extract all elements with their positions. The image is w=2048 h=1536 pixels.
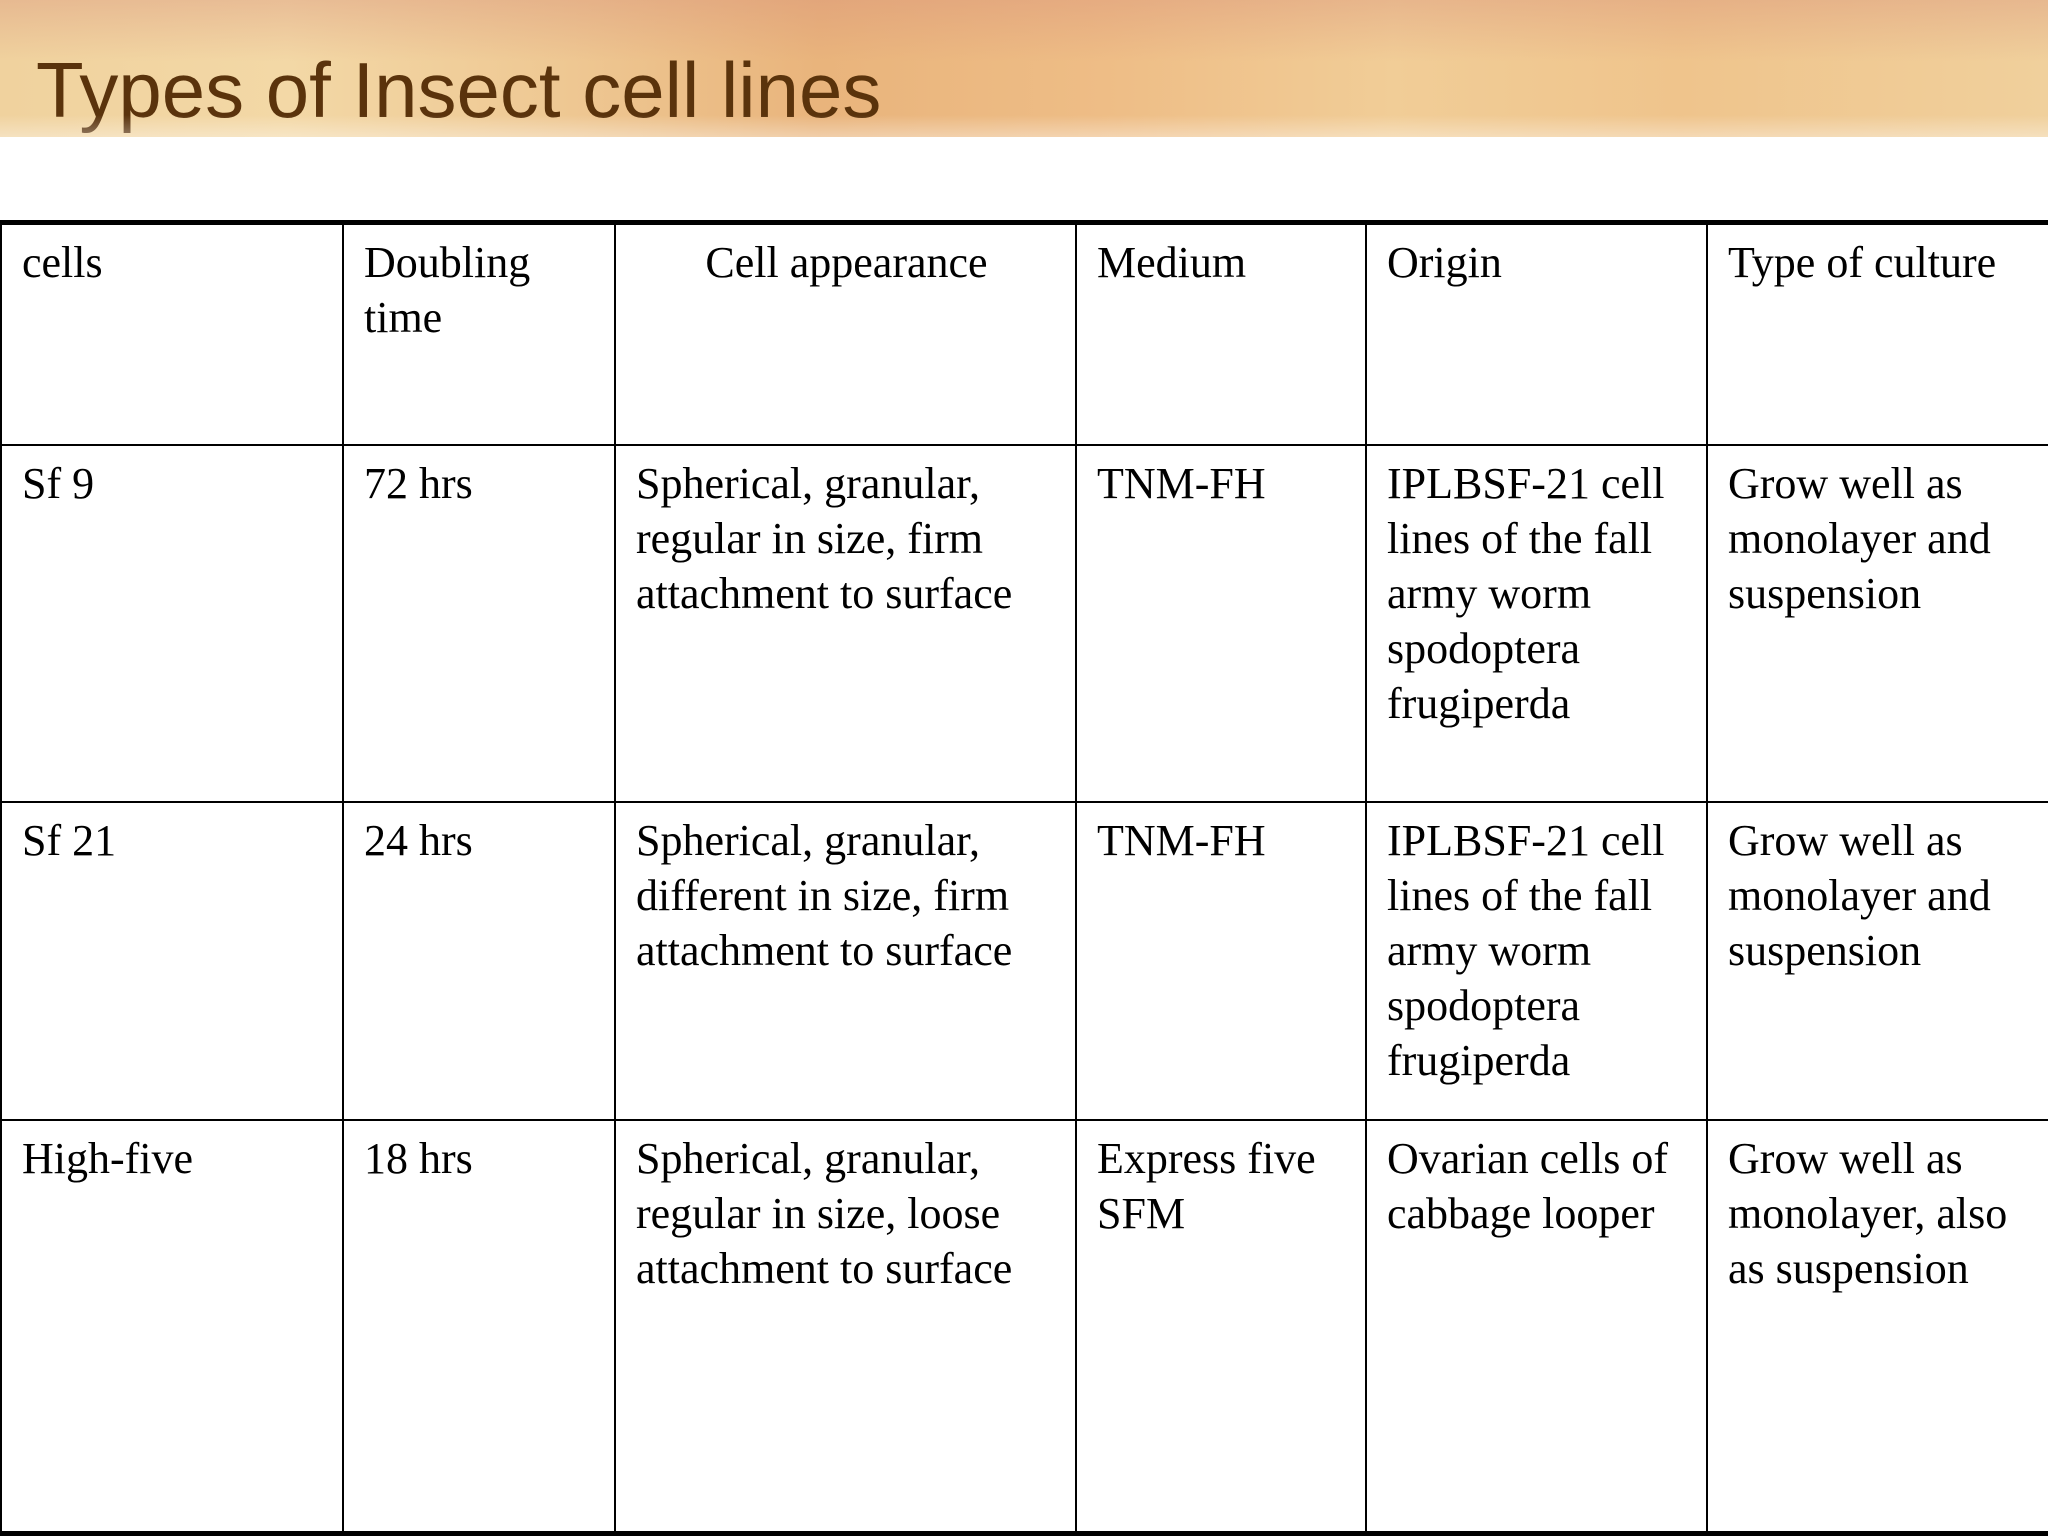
cell-appearance: Spherical, granular, different in size, … <box>614 800 1077 1121</box>
cell-culture-type: Grow well as monolayer, also as suspensi… <box>1706 1118 2048 1536</box>
header-cell-appearance: Cell appearance <box>614 220 1077 446</box>
cell-medium: TNM-FH <box>1075 800 1367 1121</box>
header-cells: cells <box>0 220 344 446</box>
header-doubling-time: Doubling time <box>342 220 616 446</box>
table-row: High-five 18 hrs Spherical, granular, re… <box>0 1118 2048 1536</box>
table-header-row: cells Doubling time Cell appearance Medi… <box>0 220 2048 446</box>
cell-name: High-five <box>0 1118 344 1536</box>
cell-medium: Express five SFM <box>1075 1118 1367 1536</box>
cell-origin: Ovarian cells of cabbage looper <box>1365 1118 1708 1536</box>
table-row: Sf 21 24 hrs Spherical, granular, differ… <box>0 800 2048 1121</box>
cell-name: Sf 21 <box>0 800 344 1121</box>
cell-doubling-time: 72 hrs <box>342 443 616 803</box>
header-type-of-culture: Type of culture <box>1706 220 2048 446</box>
cell-culture-type: Grow well as monolayer and suspension <box>1706 800 2048 1121</box>
table-row: Sf 9 72 hrs Spherical, granular, regular… <box>0 443 2048 803</box>
cell-origin: IPLBSF-21 cell lines of the fall army wo… <box>1365 800 1708 1121</box>
title-banner: Types of Insect cell lines <box>0 0 2048 137</box>
cell-doubling-time: 18 hrs <box>342 1118 616 1536</box>
cell-medium: TNM-FH <box>1075 443 1367 803</box>
header-medium: Medium <box>1075 220 1367 446</box>
header-origin: Origin <box>1365 220 1708 446</box>
slide-title: Types of Insect cell lines <box>36 46 882 134</box>
cell-name: Sf 9 <box>0 443 344 803</box>
insect-cell-lines-table: cells Doubling time Cell appearance Medi… <box>0 220 2048 1536</box>
cell-appearance: Spherical, granular, regular in size, lo… <box>614 1118 1077 1536</box>
cell-appearance: Spherical, granular, regular in size, fi… <box>614 443 1077 803</box>
cell-culture-type: Grow well as monolayer and suspension <box>1706 443 2048 803</box>
cell-doubling-time: 24 hrs <box>342 800 616 1121</box>
cell-origin: IPLBSF-21 cell lines of the fall army wo… <box>1365 443 1708 803</box>
